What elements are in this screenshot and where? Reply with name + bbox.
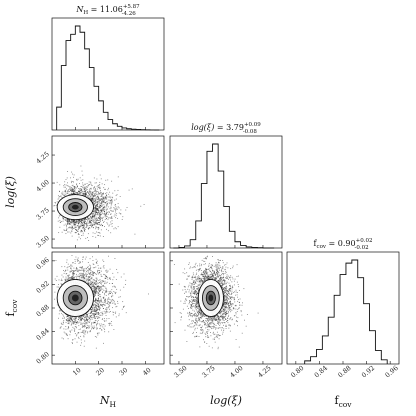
panel-frame-nh [51,17,165,131]
x-tick-label: 0.92 [360,364,376,379]
y-tick-label: 3.50 [35,234,51,249]
x-tick-label: 0.84 [313,364,329,379]
x-tick-label: 0.80 [289,364,305,379]
y-tick-label: 0.84 [35,327,51,342]
density-peak [71,204,79,210]
x-tick-label: 4.00 [228,364,244,379]
contour-2sigma [56,194,94,221]
title-logxi: log(ξ) = 3.79+0.09 -0.08 [191,122,261,135]
x-tick-label: 3.50 [172,364,188,379]
density-peak [71,294,79,302]
histogram-step-fcov [304,259,388,364]
x-tick-label: 0.96 [384,364,400,379]
panel-frame-logxi [169,135,283,249]
x-tick-label: 30 [118,366,129,377]
xlabel-fcov: fcov [334,394,352,409]
contour-2sigma [56,278,94,317]
x-tick-label: 20 [94,366,105,377]
y-tick-label: 0.80 [35,350,51,365]
ylabel-logxi: log(ξ) [4,176,17,208]
histogram-step-logxi [173,143,275,249]
y-tick-label: 0.96 [35,256,51,271]
scatter-nh-fcov [54,255,150,349]
x-tick-label: 10 [71,366,82,377]
xlabel-nh: NH [99,394,117,409]
title-nh: NH = 11.06+5.87 -4.26 [75,4,140,17]
x-tick-label: 40 [141,366,152,377]
histogram-step-nh [56,25,160,131]
histogram-nh [56,25,160,131]
histogram-logxi [173,143,275,249]
contour-half-sigma [68,290,83,306]
y-tick-label: 3.75 [35,206,51,221]
contour-2sigma [197,278,224,317]
xlabel-logxi: log(ξ) [210,394,242,407]
x-tick-label: 0.88 [336,364,352,379]
panel-frame-nh-logxi [51,135,165,249]
histogram-fcov [304,259,388,364]
y-tick-label: 4.00 [35,178,51,193]
x-tick-label: 4.25 [256,364,272,379]
y-tick-label: 4.25 [35,150,51,165]
panel-frame-fcov [286,251,400,365]
ylabel-fcov: fcov [4,299,19,317]
contour-1sigma [202,285,220,311]
contour-half-sigma [68,202,83,213]
density-peak [208,294,214,302]
contour-half-sigma [205,290,216,306]
x-tick-label: 3.75 [200,364,216,379]
title-fcov: fcov = 0.90+0.02 -0.02 [314,238,373,251]
y-tick-label: 0.88 [35,303,51,318]
contour-1sigma [62,198,88,216]
contour-1sigma [62,285,88,311]
scatter-nh-logxi [53,165,145,241]
scatter-logxi-fcov [173,255,259,350]
y-tick-label: 0.92 [35,279,51,294]
